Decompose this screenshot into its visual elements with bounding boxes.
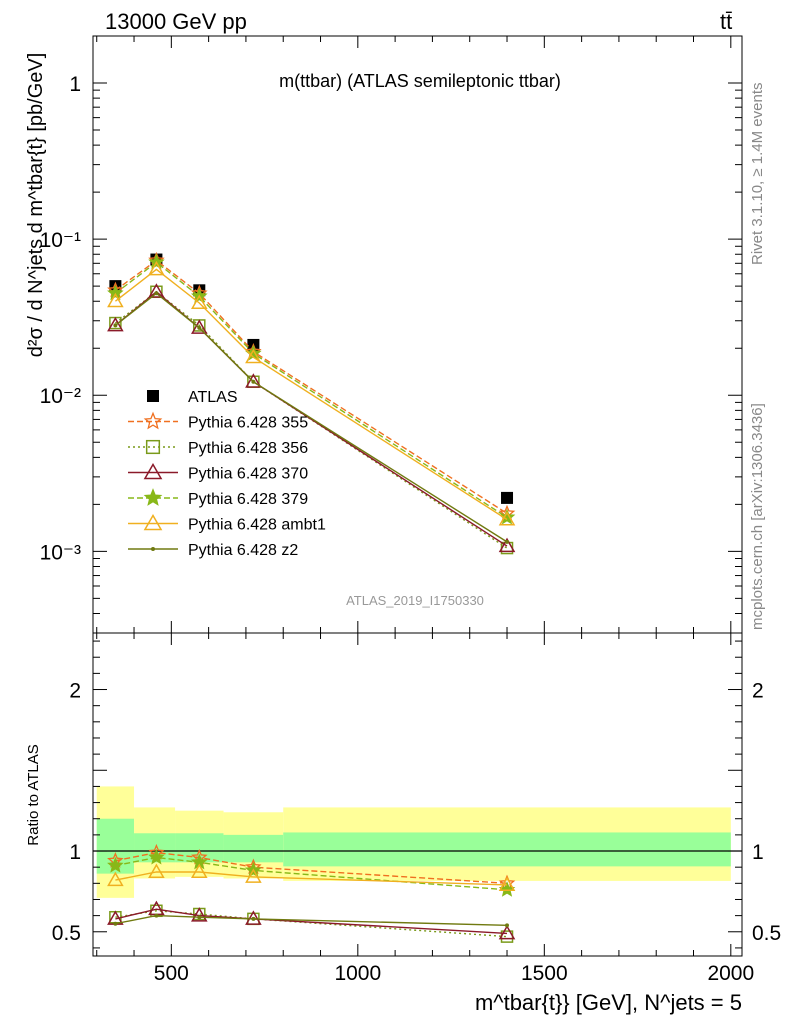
- main-data-point: [498, 508, 516, 525]
- ratio-y-tick-label-right: 1: [752, 841, 764, 864]
- ratio-data-point: [245, 910, 262, 925]
- main-data-point: [505, 539, 510, 544]
- ratio-band-inner: [223, 834, 284, 863]
- ratio-series-line: [115, 908, 508, 935]
- main-series-line: [114, 292, 508, 543]
- legend-label: ATLAS: [188, 389, 238, 406]
- main-data-point: [251, 379, 256, 384]
- main-data-point: [107, 292, 124, 308]
- main-data-point: [107, 316, 124, 332]
- rivet-label: Rivet 3.1.10, ≥ 1.4M events: [749, 83, 766, 266]
- main-data-point: [113, 323, 118, 328]
- main-data-point: [501, 491, 514, 504]
- main-data-point: [498, 510, 516, 526]
- x-axis-label: m^tbar{t}} [GeV], N^jets = 5: [475, 990, 742, 1015]
- ratio-data-point: [245, 868, 262, 883]
- main-series-line: [114, 261, 508, 518]
- main-series-p355: [107, 251, 516, 521]
- main-data-point: [245, 373, 262, 388]
- main-y-tick-label: 10⁻³: [40, 541, 81, 564]
- legend-marker: [151, 547, 155, 551]
- ratio-band-inner: [283, 832, 731, 867]
- main-data-point: [148, 260, 165, 276]
- legend-marker: [147, 390, 159, 402]
- x-tick-label: 1000: [334, 962, 381, 985]
- main-data-point: [107, 284, 124, 301]
- ratio-y-tick-label: 1: [69, 841, 81, 864]
- ratio-y-tick-label: 0.5: [52, 922, 81, 945]
- legend-item-p356: Pythia 6.428 356: [128, 439, 308, 457]
- x-axis-ticks: [96, 36, 732, 956]
- main-y-tick-label: 10⁻¹: [40, 229, 81, 252]
- ratio-data-point: [505, 923, 510, 928]
- ratio-series-line: [115, 871, 508, 886]
- legend-label: Pythia 6.428 355: [188, 415, 308, 432]
- legend-label: Pythia 6.428 379: [188, 491, 308, 508]
- energy-label: 13000 GeV pp: [105, 9, 247, 34]
- ratio-data-point: [148, 863, 165, 879]
- ratio-y-tick-label: 2: [69, 680, 81, 703]
- ratio-series-line: [115, 914, 508, 926]
- ratio-data-point: [498, 876, 516, 891]
- mcplots-label: mcplots.cern.ch [arXiv:1306.3436]: [749, 403, 766, 630]
- main-y-tick-label: 10⁻²: [40, 385, 81, 408]
- main-series-data: [109, 253, 514, 504]
- process-label: tt̄: [720, 9, 732, 34]
- legend-label: Pythia 6.428 ambt1: [188, 517, 326, 534]
- main-data-point: [498, 537, 516, 553]
- legend-marker: [143, 513, 163, 531]
- ratio-data-point: [107, 856, 124, 873]
- main-data-point: [245, 348, 262, 364]
- ratio-series-ambt1: [107, 863, 516, 891]
- analysis-label: ATLAS_2019_I1750330: [346, 593, 484, 608]
- main-series-z2: [113, 291, 510, 544]
- legend-item-p370: Pythia 6.428 370: [128, 462, 308, 483]
- main-series-line: [114, 268, 508, 521]
- x-tick-label: 2000: [707, 962, 754, 985]
- legend-item-ambt1: Pythia 6.428 ambt1: [128, 513, 326, 534]
- legend-item-data: ATLAS: [147, 389, 238, 406]
- legend-label: Pythia 6.428 370: [188, 466, 308, 483]
- ratio-y-axis-ticks: [93, 640, 742, 949]
- legend-item-p355: Pythia 6.428 355: [128, 411, 308, 432]
- main-title: m(ttbar) (ATLAS semileptonic ttbar): [279, 71, 561, 91]
- ratio-data-point: [251, 916, 256, 921]
- main-data-point: [148, 283, 165, 298]
- legend-item-p379: Pythia 6.428 379: [128, 488, 308, 508]
- ratio-data-point: [148, 848, 165, 865]
- ratio-data-point: [498, 924, 516, 940]
- legend-marker: [143, 462, 163, 480]
- main-y-tick-label: 1: [69, 73, 81, 96]
- legend-marker: [145, 439, 161, 455]
- ratio-y-tick-label-right: 2: [752, 680, 764, 703]
- legend-marker: [143, 488, 163, 506]
- main-data-point: [191, 319, 208, 334]
- ratio-y-tick-label-right: 0.5: [752, 922, 781, 945]
- ratio-data-point: [107, 871, 124, 887]
- legend: ATLAS Pythia 6.428 355 Pythia 6.428 356 Pyt…: [128, 389, 326, 559]
- x-tick-label: 1500: [521, 962, 568, 985]
- main-data-point: [154, 291, 159, 296]
- ratio-y-axis-label: Ratio to ATLAS: [25, 744, 42, 845]
- main-data-point: [191, 294, 208, 309]
- ratio-plot-frame: [92, 632, 743, 957]
- ratio-uncertainty-bands: [96, 786, 731, 898]
- ratio-data-point: [191, 907, 208, 922]
- x-tick-label: 500: [154, 962, 189, 985]
- ratio-series-z2: [113, 913, 510, 928]
- main-data-point: [197, 325, 202, 330]
- ratio-data-point: [113, 921, 118, 926]
- ratio-data-point: [154, 913, 159, 918]
- main-series-line: [114, 259, 508, 514]
- legend-label: Pythia 6.428 z2: [188, 542, 298, 559]
- ratio-data-point: [197, 915, 202, 920]
- legend-item-z2: Pythia 6.428 z2: [128, 542, 298, 559]
- main-series-ambt1: [107, 260, 516, 526]
- main-y-axis-ticks: [93, 35, 742, 634]
- legend-label: Pythia 6.428 356: [188, 440, 308, 457]
- main-y-axis-label: d²σ / d N^jets d m^tbar{t} [pb/GeV]: [25, 53, 47, 358]
- legend-marker: [143, 411, 163, 430]
- ratio-data-point: [191, 863, 208, 879]
